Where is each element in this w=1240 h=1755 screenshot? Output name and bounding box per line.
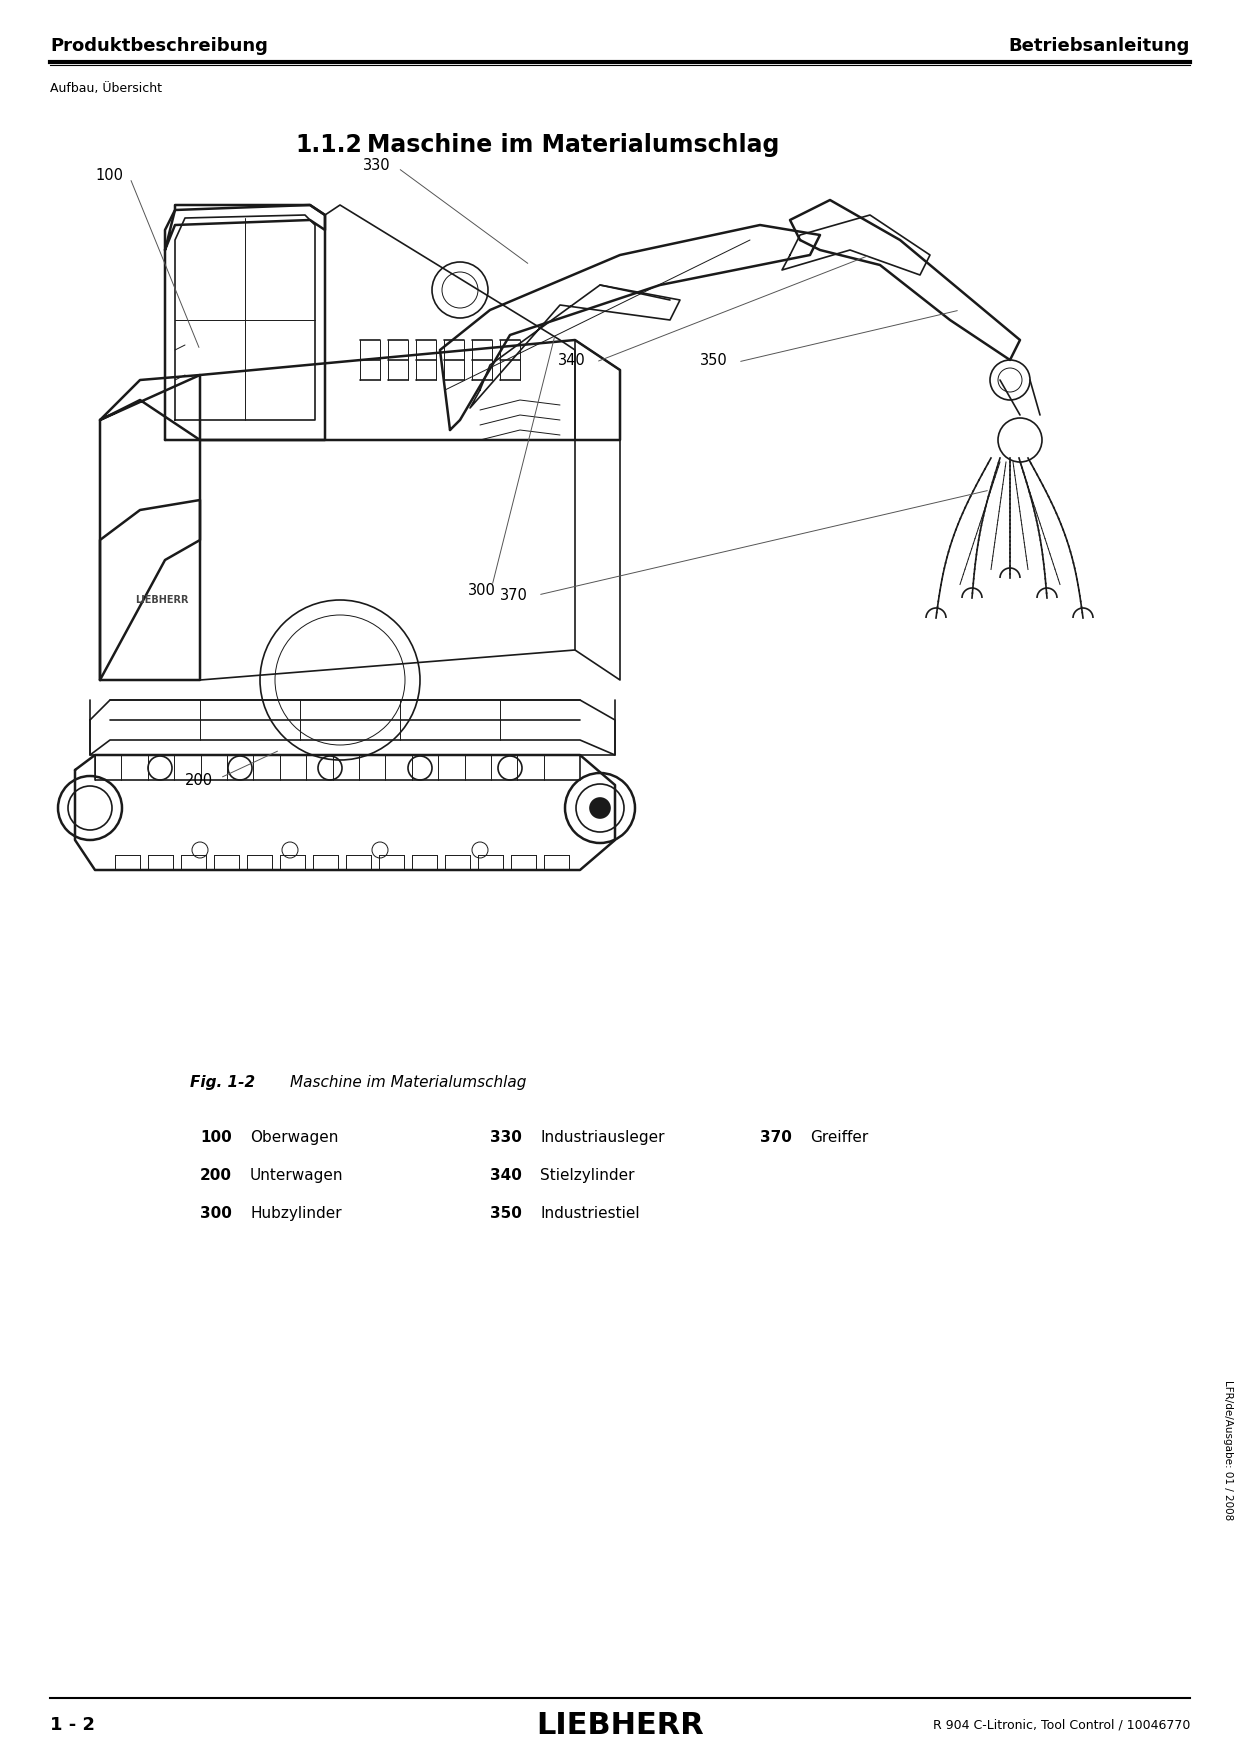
Text: Maschine im Materialumschlag: Maschine im Materialumschlag — [367, 133, 780, 156]
Text: R 904 C-Litronic, Tool Control / 10046770: R 904 C-Litronic, Tool Control / 1004677… — [932, 1718, 1190, 1732]
Text: 350: 350 — [490, 1206, 522, 1221]
Text: Stielzylinder: Stielzylinder — [539, 1169, 635, 1183]
Text: 100: 100 — [200, 1130, 232, 1144]
Text: LIEBHERR: LIEBHERR — [135, 595, 188, 605]
Text: Betriebsanleitung: Betriebsanleitung — [1008, 37, 1190, 54]
Text: 300: 300 — [467, 583, 496, 597]
Text: Oberwagen: Oberwagen — [250, 1130, 339, 1144]
Text: 370: 370 — [760, 1130, 792, 1144]
Text: 200: 200 — [185, 772, 213, 788]
Text: 100: 100 — [95, 167, 123, 183]
Text: Industriausleger: Industriausleger — [539, 1130, 665, 1144]
Text: Hubzylinder: Hubzylinder — [250, 1206, 342, 1221]
Text: 300: 300 — [200, 1206, 232, 1221]
Text: 330: 330 — [490, 1130, 522, 1144]
Text: 340: 340 — [558, 353, 585, 367]
Text: Unterwagen: Unterwagen — [250, 1169, 343, 1183]
Text: 200: 200 — [200, 1169, 232, 1183]
Text: LFR/de/Ausgabe: 01 / 2008: LFR/de/Ausgabe: 01 / 2008 — [1223, 1379, 1233, 1520]
Text: Maschine im Materialumschlag: Maschine im Materialumschlag — [290, 1076, 526, 1090]
Text: 1.1.2: 1.1.2 — [295, 133, 362, 156]
Text: Fig. 1-2: Fig. 1-2 — [190, 1076, 255, 1090]
Text: Aufbau, Übersicht: Aufbau, Übersicht — [50, 82, 162, 95]
Text: 350: 350 — [701, 353, 728, 367]
Text: Greiffer: Greiffer — [810, 1130, 868, 1144]
Text: 370: 370 — [500, 588, 528, 602]
Text: 1 - 2: 1 - 2 — [50, 1716, 95, 1734]
Text: Industriestiel: Industriestiel — [539, 1206, 640, 1221]
Circle shape — [590, 799, 610, 818]
Text: Produktbeschreibung: Produktbeschreibung — [50, 37, 268, 54]
Text: 340: 340 — [490, 1169, 522, 1183]
Text: 330: 330 — [363, 158, 391, 172]
Text: LIEBHERR: LIEBHERR — [536, 1711, 704, 1739]
